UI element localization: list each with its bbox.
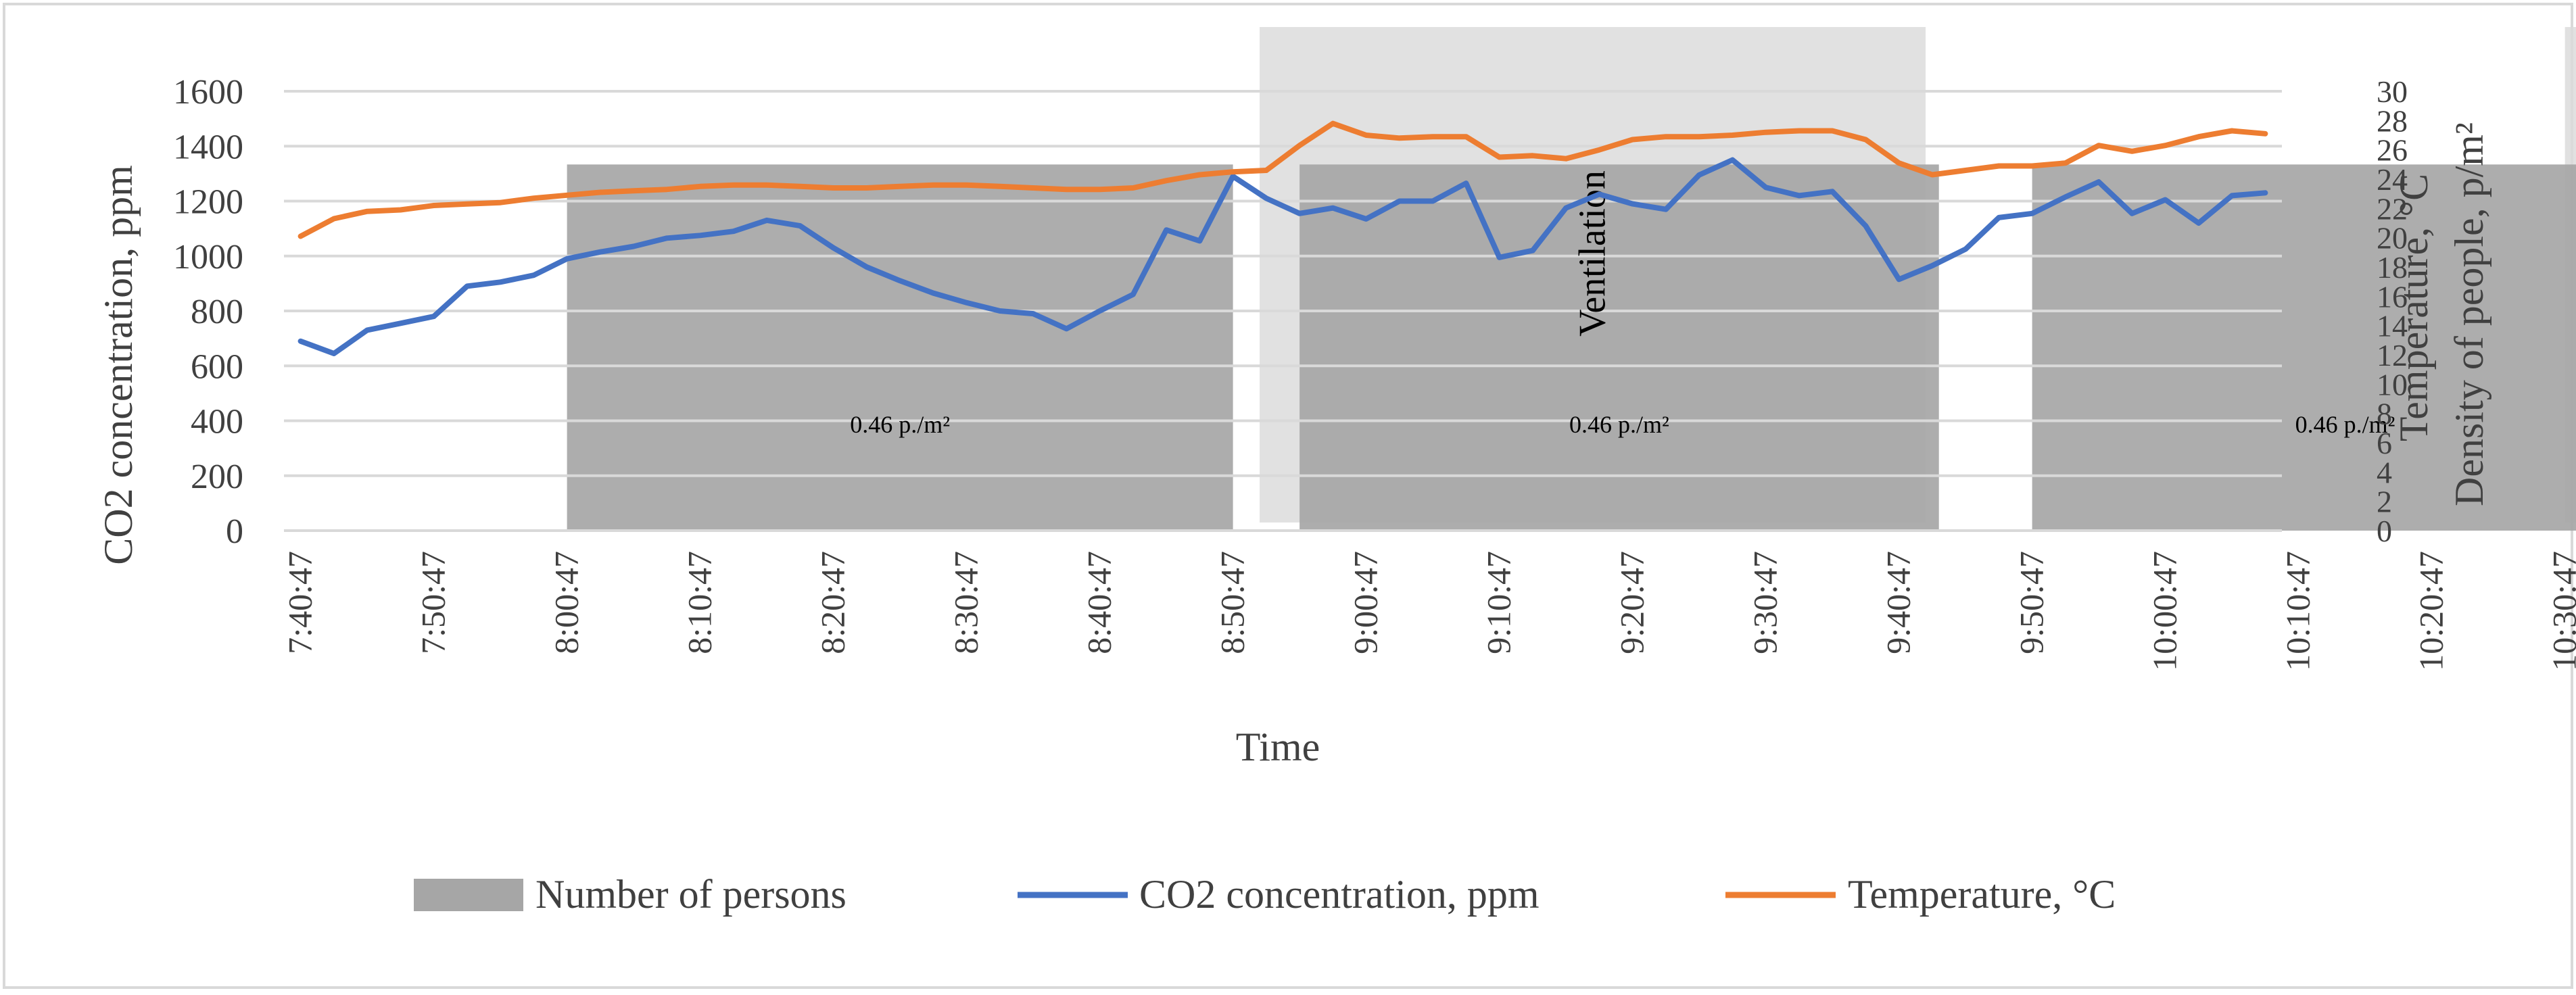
x-tick-label-16: 10:20:47 xyxy=(2412,551,2450,671)
y-tick-label-2: 400 xyxy=(191,403,243,441)
y-tick-label-8: 1600 xyxy=(173,73,243,112)
x-tick-label-13: 9:50:47 xyxy=(2013,551,2051,654)
series-line-temperature xyxy=(297,120,2268,239)
x-tick-label-11: 9:30:47 xyxy=(1746,551,1784,654)
y2-tick-label-9: 18 xyxy=(2377,250,2408,285)
x-tick-label-17: 10:30:47 xyxy=(2546,551,2576,671)
gridlines-layer xyxy=(284,90,2282,532)
x-tick-label-14: 10:00:47 xyxy=(2146,551,2184,671)
legend-label-co2: CO2 concentration, ppm xyxy=(1139,872,1540,917)
legend: Number of persons CO2 concentration, ppm… xyxy=(414,872,2116,917)
x-tick-label-2: 8:00:47 xyxy=(548,551,586,654)
persons-bars-layer xyxy=(567,164,2576,531)
y2-tick-label-0: 0 xyxy=(2377,514,2392,548)
y2-tick-label-6: 12 xyxy=(2377,338,2408,372)
series-line-co2 xyxy=(297,157,2268,356)
persons-bar-2 xyxy=(2032,164,2576,531)
y2-tick-label-2: 4 xyxy=(2377,455,2392,489)
x-tick-label-5: 8:30:47 xyxy=(947,551,985,654)
y-tick-label-7: 1400 xyxy=(173,128,243,166)
persons-bar-label-1: 0.46 p./m² xyxy=(1569,411,1669,438)
y-tick-label-4: 800 xyxy=(191,293,243,331)
y2-tick-label-15: 30 xyxy=(2377,74,2408,109)
y-axis-ticks: 0 200 400 600 800 1000 1200 1400 1600 xyxy=(173,73,243,551)
persons-bar-label-0: 0.46 p./m² xyxy=(850,411,950,438)
x-tick-label-7: 8:50:47 xyxy=(1214,551,1251,654)
persons-bar-label-2: 0.46 p./m² xyxy=(2295,411,2395,438)
x-tick-label-8: 9:00:47 xyxy=(1347,551,1385,654)
x-tick-label-6: 8:40:47 xyxy=(1080,551,1118,654)
persons-bar-1 xyxy=(1299,164,1939,531)
y-tick-label-0: 0 xyxy=(226,512,243,551)
y-tick-label-1: 200 xyxy=(191,458,243,496)
legend-label-temperature: Temperature, °C xyxy=(1848,872,2116,917)
legend-label-persons: Number of persons xyxy=(535,872,846,917)
y2-tick-label-11: 22 xyxy=(2377,191,2408,226)
y2-axis-label-top: Temperature, °C xyxy=(2391,174,2436,441)
y2-tick-label-1: 2 xyxy=(2377,485,2392,519)
series-lines-layer xyxy=(297,120,2268,356)
y-tick-label-3: 600 xyxy=(191,347,243,386)
x-tick-label-1: 7:50:47 xyxy=(414,551,452,654)
x-tick-label-0: 7:40:47 xyxy=(281,551,319,654)
persons-bar-0 xyxy=(567,164,1233,531)
y2-axis-label-bottom: Density of people, p/m² xyxy=(2447,122,2491,506)
y2-tick-label-8: 16 xyxy=(2377,279,2408,314)
x-axis-ticks: 7:40:47 7:50:47 8:00:47 8:10:47 8:20:47 8:30:… xyxy=(281,551,2576,671)
x-tick-label-3: 8:10:47 xyxy=(681,551,719,654)
y2-tick-label-10: 20 xyxy=(2377,221,2408,256)
y2-tick-label-4: 8 xyxy=(2377,397,2392,431)
persons-labels-layer: 0.46 p./m²0.46 p./m²0.46 p./m²0.46 p./m²… xyxy=(850,411,2395,438)
y2-tick-label-3: 6 xyxy=(2377,426,2392,460)
y-tick-label-5: 1000 xyxy=(173,238,243,276)
y2-tick-label-12: 24 xyxy=(2377,162,2408,197)
y-axis-label: CO2 concentration, ppm xyxy=(96,165,141,565)
y2-tick-label-7: 14 xyxy=(2377,309,2408,343)
y2-tick-label-5: 10 xyxy=(2377,367,2408,402)
y2-tick-label-14: 28 xyxy=(2377,103,2408,138)
x-tick-label-10: 9:20:47 xyxy=(1613,551,1651,654)
y-tick-label-6: 1200 xyxy=(173,183,243,222)
x-axis-label: Time xyxy=(1236,725,1320,769)
y2-tick-label-13: 26 xyxy=(2377,133,2408,168)
x-tick-label-9: 9:10:47 xyxy=(1480,551,1518,654)
x-tick-label-12: 9:40:47 xyxy=(1880,551,1917,654)
x-tick-label-15: 10:10:47 xyxy=(2279,551,2317,671)
x-tick-label-4: 8:20:47 xyxy=(814,551,852,654)
legend-swatch-persons xyxy=(414,879,523,911)
